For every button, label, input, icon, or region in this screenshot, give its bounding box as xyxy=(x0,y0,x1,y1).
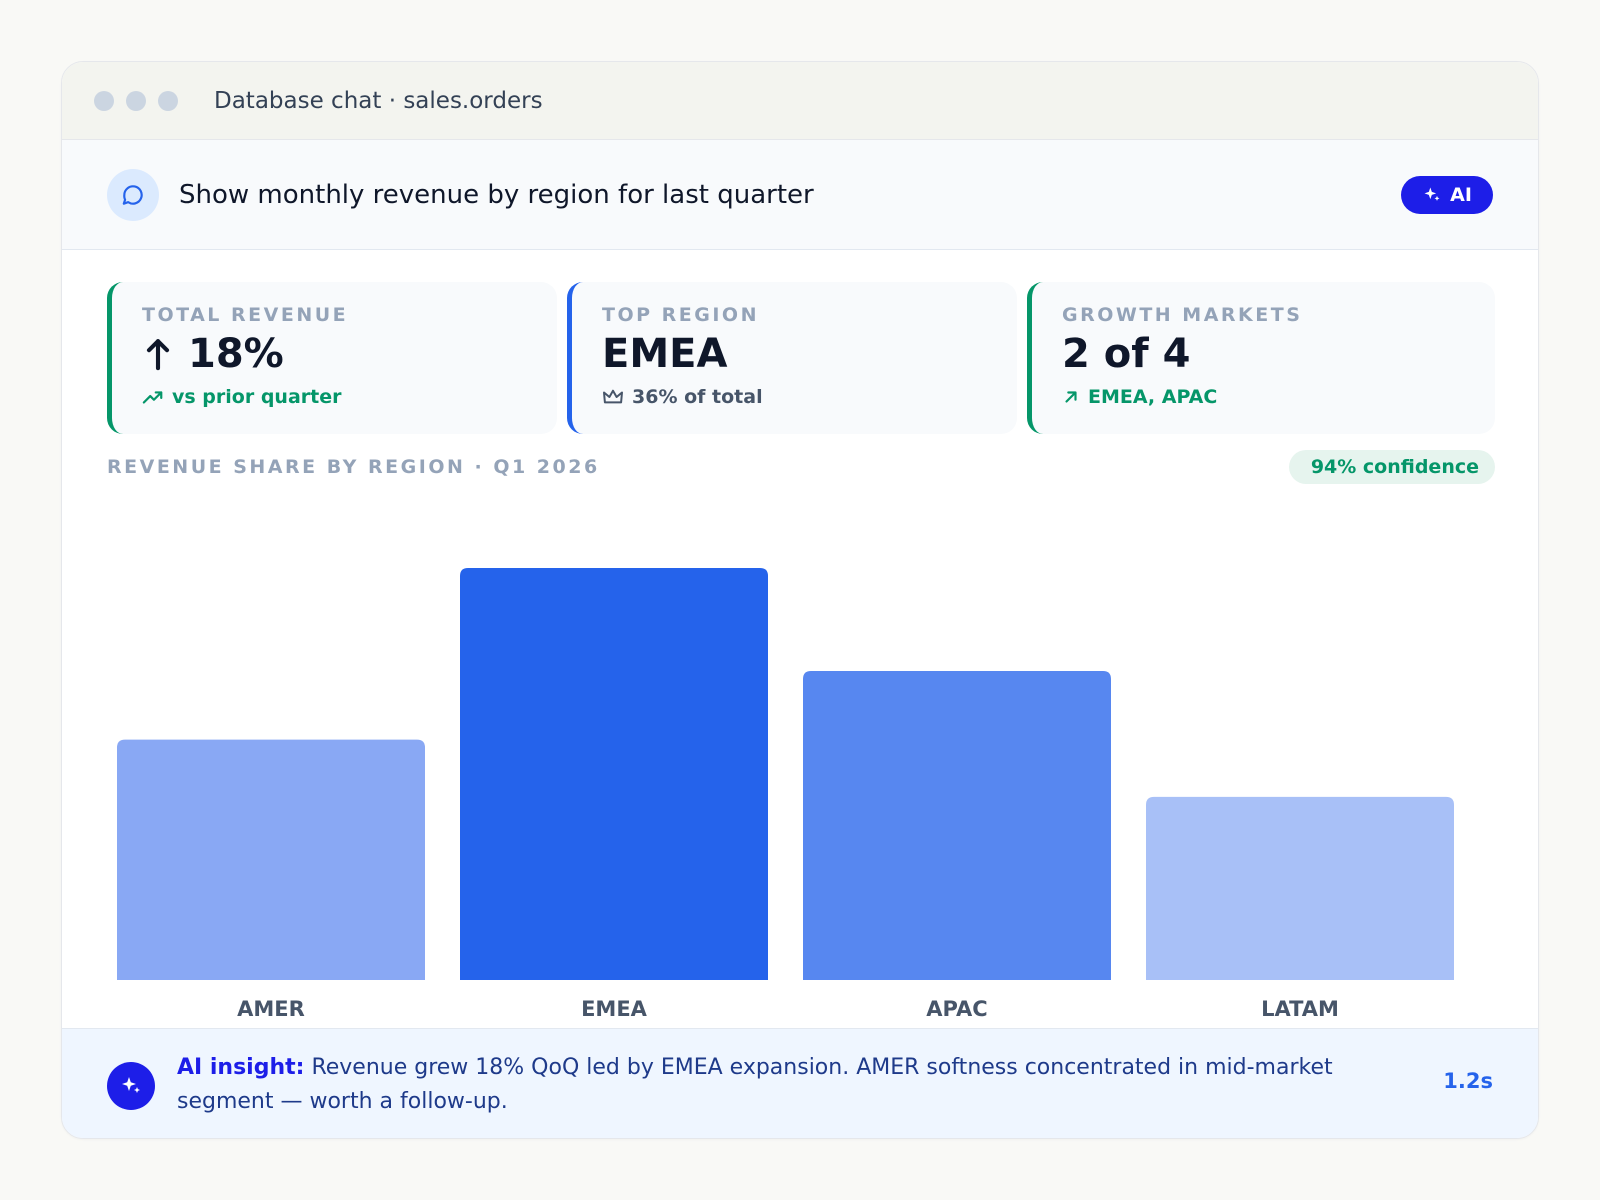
query-text: Show monthly revenue by region for last … xyxy=(179,179,814,210)
window-minimize-button[interactable] xyxy=(126,90,146,111)
bar-amer[interactable] xyxy=(117,739,425,980)
card-value: EMEA xyxy=(602,331,728,377)
ai-badge[interactable]: AI xyxy=(1401,176,1493,214)
trending-up-icon xyxy=(142,391,163,404)
card-label: TOP REGION xyxy=(602,304,759,326)
chart-header: REVENUE SHARE BY REGION · Q1 2026 94% co… xyxy=(107,450,1495,486)
confidence-badge: 94% confidence xyxy=(1288,450,1495,484)
app-window: Database chat · sales.orders Show monthl… xyxy=(61,61,1539,1139)
card-label: TOTAL REVENUE xyxy=(142,304,349,326)
category-label: EMEA xyxy=(581,997,648,1021)
bar-latam[interactable] xyxy=(1146,796,1454,980)
category-label: APAC xyxy=(926,997,987,1021)
card-sub: vs prior quarter xyxy=(142,386,557,408)
sparkle-icon xyxy=(107,1062,155,1110)
ai-badge-label: AI xyxy=(1450,184,1472,206)
window-maximize-button[interactable] xyxy=(158,90,178,111)
window-close-button[interactable] xyxy=(94,90,114,111)
card-sub: 36% of total xyxy=(602,386,1017,408)
total-revenue-card: TOTAL REVENUE 18% vs prior quarter xyxy=(107,282,557,434)
response-time: 1.2s xyxy=(1443,1069,1493,1093)
stat-cards: TOTAL REVENUE 18% vs prior quarter TOP R… xyxy=(107,282,1495,434)
card-value: 2 of 4 xyxy=(1062,331,1191,377)
card-sub: EMEA, APAC xyxy=(1062,386,1495,408)
arrow-up-right-icon xyxy=(1065,391,1077,403)
insight-body: Revenue grew 18% QoQ led by EMEA expansi… xyxy=(177,1055,1333,1114)
chat-bubble-icon xyxy=(107,168,159,221)
query-row: Show monthly revenue by region for last … xyxy=(62,140,1538,250)
window-title: Database chat · sales.orders xyxy=(214,87,543,114)
growth-markets-card: GROWTH MARKETS 2 of 4 EMEA, APAC xyxy=(1027,282,1495,434)
category-label: AMER xyxy=(237,997,305,1021)
arrow-up-icon xyxy=(146,339,170,371)
crown-icon xyxy=(603,389,623,404)
ai-insight-panel: AI insight: Revenue grew 18% QoQ led by … xyxy=(62,1028,1538,1138)
bar-apac[interactable] xyxy=(803,671,1111,980)
card-label: GROWTH MARKETS xyxy=(1062,304,1303,326)
insight-text: AI insight: Revenue grew 18% QoQ led by … xyxy=(177,1051,1337,1119)
top-region-card: TOP REGION EMEA 36% of total xyxy=(567,282,1017,434)
sparkle-icon xyxy=(1424,187,1440,201)
chart-title: REVENUE SHARE BY REGION · Q1 2026 xyxy=(107,456,600,478)
category-label: LATAM xyxy=(1261,997,1339,1021)
insight-label: AI insight: xyxy=(177,1055,305,1080)
card-value: 18% xyxy=(142,332,557,376)
bar-emea[interactable] xyxy=(460,568,768,980)
title-bar: Database chat · sales.orders xyxy=(62,62,1538,140)
